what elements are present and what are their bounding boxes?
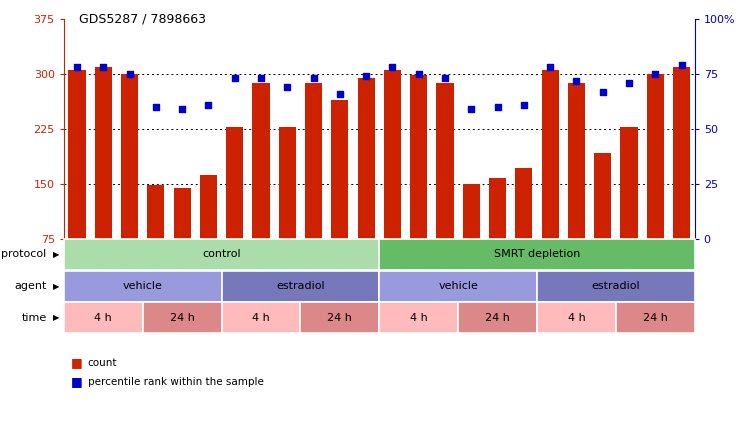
Point	[98, 64, 110, 71]
Text: 4 h: 4 h	[410, 313, 427, 323]
Point	[597, 88, 609, 95]
Text: 4 h: 4 h	[252, 313, 270, 323]
Point	[360, 73, 372, 80]
Point	[676, 62, 688, 69]
Point	[387, 64, 399, 71]
Bar	[568, 83, 585, 239]
Text: 24 h: 24 h	[170, 313, 195, 323]
Text: protocol: protocol	[2, 250, 47, 259]
Point	[544, 64, 556, 71]
Text: estradiol: estradiol	[592, 281, 640, 291]
Bar	[541, 70, 559, 239]
Bar	[200, 175, 217, 239]
Text: 4 h: 4 h	[568, 313, 585, 323]
Bar	[489, 178, 506, 239]
Point	[71, 64, 83, 71]
Bar	[436, 83, 454, 239]
Text: count: count	[88, 358, 117, 368]
Point	[229, 75, 241, 82]
Text: vehicle: vehicle	[438, 281, 478, 291]
Point	[439, 75, 451, 82]
Text: ▶: ▶	[53, 313, 59, 322]
Point	[150, 104, 162, 110]
Point	[203, 102, 215, 108]
Point	[518, 102, 530, 108]
Bar	[252, 83, 270, 239]
Point	[649, 71, 661, 77]
Text: 4 h: 4 h	[95, 313, 112, 323]
Point	[466, 106, 478, 113]
Point	[571, 77, 583, 84]
Point	[623, 80, 635, 86]
Bar	[279, 127, 296, 239]
Bar	[121, 74, 138, 239]
Text: ■: ■	[71, 376, 83, 388]
Bar	[95, 67, 112, 239]
Bar	[226, 127, 243, 239]
Bar	[68, 70, 86, 239]
Point	[334, 91, 346, 97]
Point	[492, 104, 504, 110]
Text: percentile rank within the sample: percentile rank within the sample	[88, 377, 264, 387]
Text: 24 h: 24 h	[643, 313, 668, 323]
Text: estradiol: estradiol	[276, 281, 324, 291]
Text: agent: agent	[14, 281, 47, 291]
Bar	[147, 185, 164, 239]
Text: ■: ■	[71, 357, 83, 369]
Bar	[410, 75, 427, 239]
Point	[308, 75, 320, 82]
Text: 24 h: 24 h	[485, 313, 510, 323]
Bar	[305, 83, 322, 239]
Bar	[647, 74, 664, 239]
Bar	[331, 100, 348, 239]
Point	[255, 75, 267, 82]
Text: ▶: ▶	[53, 282, 59, 291]
Point	[124, 71, 136, 77]
Text: GDS5287 / 7898663: GDS5287 / 7898663	[79, 13, 206, 26]
Bar	[673, 67, 690, 239]
Bar	[173, 188, 191, 239]
Text: time: time	[21, 313, 47, 323]
Point	[282, 84, 294, 91]
Text: ▶: ▶	[53, 250, 59, 259]
Bar	[515, 168, 532, 239]
Bar	[594, 153, 611, 239]
Text: control: control	[202, 250, 241, 259]
Text: 24 h: 24 h	[327, 313, 352, 323]
Text: vehicle: vehicle	[122, 281, 163, 291]
Bar	[357, 78, 375, 239]
Bar	[384, 70, 401, 239]
Point	[413, 71, 425, 77]
Bar	[620, 127, 638, 239]
Bar	[463, 184, 480, 239]
Text: SMRT depletion: SMRT depletion	[493, 250, 581, 259]
Point	[176, 106, 188, 113]
